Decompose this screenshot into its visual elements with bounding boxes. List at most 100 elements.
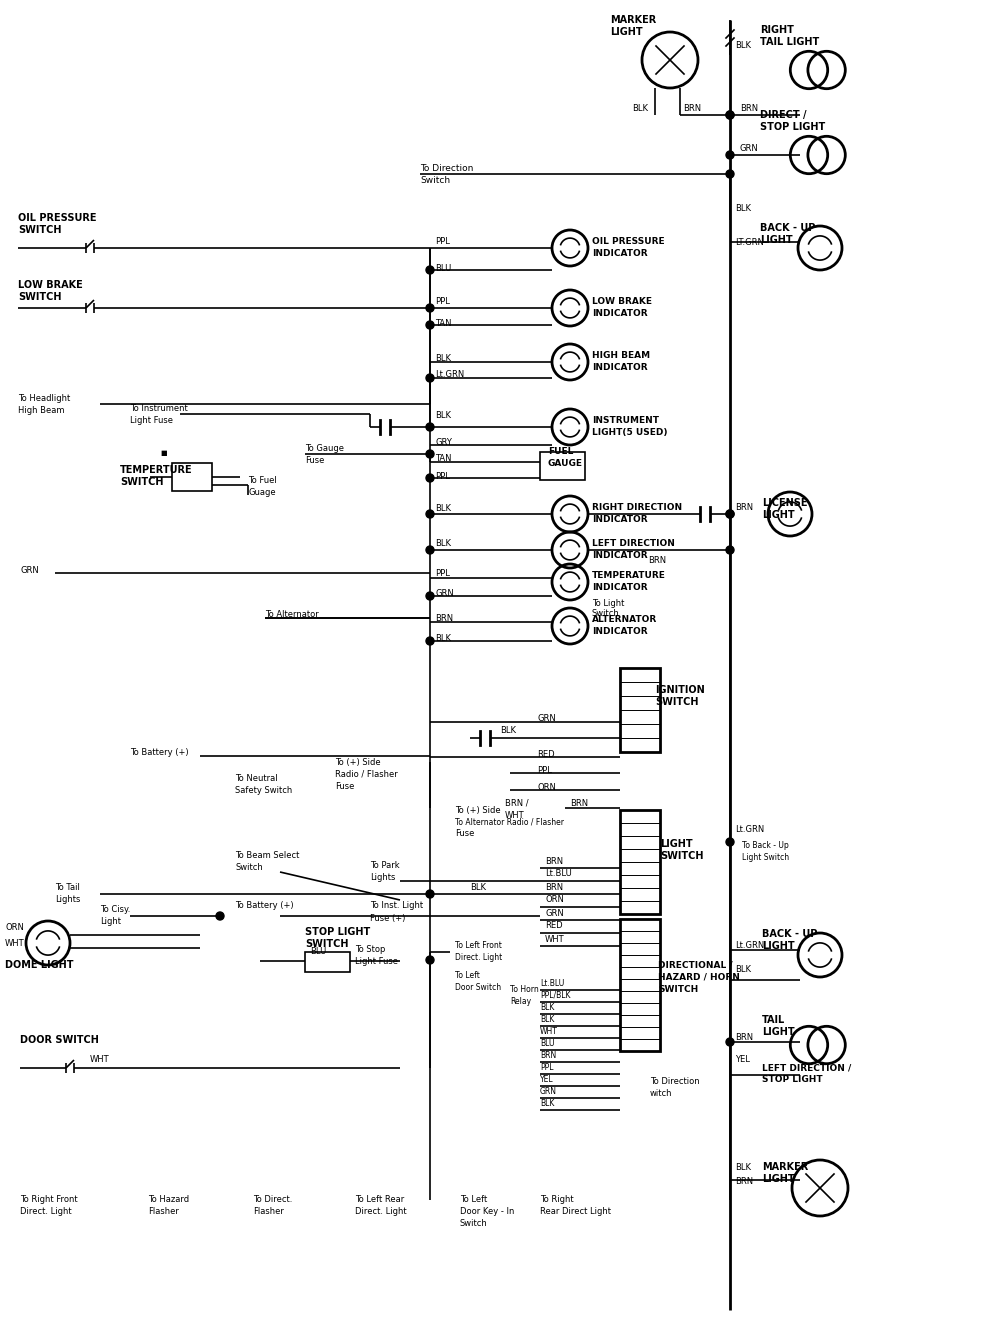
Circle shape [426, 546, 434, 554]
Text: Lt.BLU: Lt.BLU [545, 870, 572, 879]
Text: BLK: BLK [632, 104, 648, 113]
Circle shape [426, 956, 434, 964]
Text: DIRECTIONAL /: DIRECTIONAL / [658, 960, 733, 969]
Text: PPL: PPL [537, 765, 552, 774]
Text: BLK: BLK [435, 353, 451, 363]
Circle shape [426, 592, 434, 600]
Text: BRN: BRN [683, 104, 701, 113]
Text: Radio / Flasher: Radio / Flasher [335, 769, 398, 778]
Text: HAZARD / HORN: HAZARD / HORN [658, 972, 740, 981]
Text: BRN: BRN [570, 798, 588, 807]
Text: BRN: BRN [545, 883, 563, 891]
Text: Light Fuse: Light Fuse [355, 957, 398, 967]
Text: Fuse: Fuse [335, 781, 354, 790]
Text: Fuse: Fuse [455, 830, 474, 838]
Text: To Right: To Right [540, 1195, 574, 1204]
Text: GRN: GRN [20, 566, 39, 575]
Text: BLK: BLK [540, 1015, 554, 1024]
Text: HIGH BEAM: HIGH BEAM [592, 351, 650, 360]
Text: BRN: BRN [735, 502, 753, 511]
Text: SWITCH: SWITCH [658, 984, 698, 993]
Text: BLK: BLK [435, 633, 451, 643]
Text: TAN: TAN [435, 453, 452, 462]
Text: SWITCH: SWITCH [655, 697, 698, 706]
Circle shape [426, 374, 434, 382]
Text: MARKER: MARKER [610, 15, 656, 25]
Text: GRN: GRN [540, 1086, 557, 1096]
Text: OIL PRESSURE: OIL PRESSURE [18, 212, 97, 223]
Text: LT.GRN: LT.GRN [735, 238, 764, 247]
Text: LICENSE: LICENSE [762, 498, 808, 509]
Text: STOP LIGHT: STOP LIGHT [305, 927, 370, 938]
Text: BRN: BRN [735, 1033, 753, 1042]
Text: BLK: BLK [735, 40, 751, 49]
Text: BLU: BLU [310, 947, 326, 956]
Circle shape [426, 321, 434, 329]
Text: Direct. Light: Direct. Light [20, 1207, 72, 1216]
Text: ■: ■ [160, 450, 167, 456]
Text: BRN: BRN [648, 555, 666, 564]
Text: BLK: BLK [735, 965, 751, 975]
Text: Switch: Switch [592, 608, 620, 618]
Text: To Back - Up: To Back - Up [742, 841, 789, 850]
Text: Switch: Switch [460, 1219, 488, 1228]
Text: To Cisy.: To Cisy. [100, 906, 130, 915]
Text: To Instrument: To Instrument [130, 404, 188, 413]
Text: LIGHT: LIGHT [762, 942, 795, 951]
Text: Lt.GRN: Lt.GRN [735, 942, 764, 951]
Text: BLK: BLK [435, 503, 451, 513]
Text: Fuse (+): Fuse (+) [370, 914, 405, 923]
Circle shape [726, 151, 734, 159]
Text: LIGHT: LIGHT [660, 839, 693, 849]
Text: To Battery (+): To Battery (+) [235, 902, 294, 911]
Text: SWITCH: SWITCH [18, 292, 62, 301]
Text: Lt.GRN: Lt.GRN [735, 826, 764, 834]
Text: To Park: To Park [370, 862, 400, 870]
Text: STOP LIGHT: STOP LIGHT [762, 1076, 823, 1085]
Text: Safety Switch: Safety Switch [235, 785, 292, 794]
Text: To Tail: To Tail [55, 883, 80, 892]
Text: ORN: ORN [5, 923, 24, 932]
Text: To Stop: To Stop [355, 946, 385, 955]
Text: BLK: BLK [435, 538, 451, 547]
Text: GRN: GRN [435, 588, 454, 598]
Text: To Hazard: To Hazard [148, 1195, 189, 1204]
Text: To Alternator: To Alternator [265, 610, 319, 619]
Text: LEFT DIRECTION: LEFT DIRECTION [592, 538, 675, 547]
Text: BRN: BRN [740, 104, 758, 113]
Text: Light: Light [100, 918, 121, 927]
Circle shape [726, 546, 734, 554]
Text: INDICATOR: INDICATOR [592, 248, 648, 258]
Text: TAIL LIGHT: TAIL LIGHT [760, 37, 819, 46]
Text: To Headlight: To Headlight [18, 393, 70, 402]
Text: Flasher: Flasher [148, 1207, 179, 1216]
Circle shape [426, 450, 434, 458]
Circle shape [726, 112, 734, 120]
Text: PPL: PPL [435, 296, 450, 305]
Text: INDICATOR: INDICATOR [592, 583, 648, 591]
Text: RED: RED [537, 749, 555, 758]
Text: Switch: Switch [420, 175, 450, 185]
Text: INDICATOR: INDICATOR [592, 308, 648, 317]
Text: BLK: BLK [735, 203, 751, 212]
Text: Fuse: Fuse [305, 456, 324, 465]
Text: INSTRUMENT: INSTRUMENT [592, 416, 659, 425]
Text: BACK - UP: BACK - UP [762, 930, 817, 939]
Bar [172, 463, 212, 491]
Text: To Light: To Light [592, 599, 624, 607]
Text: WHT: WHT [545, 935, 565, 943]
Circle shape [726, 112, 734, 120]
Text: BLK: BLK [435, 410, 451, 420]
Text: GAUGE: GAUGE [548, 458, 583, 467]
Circle shape [216, 912, 224, 920]
Bar [620, 919, 660, 1050]
Text: BLU: BLU [540, 1038, 554, 1048]
Text: PPL: PPL [435, 471, 450, 481]
Text: To Gauge: To Gauge [305, 444, 344, 453]
Text: STOP LIGHT: STOP LIGHT [760, 122, 825, 131]
Text: Door Key - In: Door Key - In [460, 1207, 514, 1216]
Text: GRN: GRN [537, 713, 556, 722]
Text: To Battery (+): To Battery (+) [130, 748, 189, 757]
Text: LIGHT: LIGHT [610, 27, 643, 37]
Text: To Left Front: To Left Front [455, 942, 502, 951]
